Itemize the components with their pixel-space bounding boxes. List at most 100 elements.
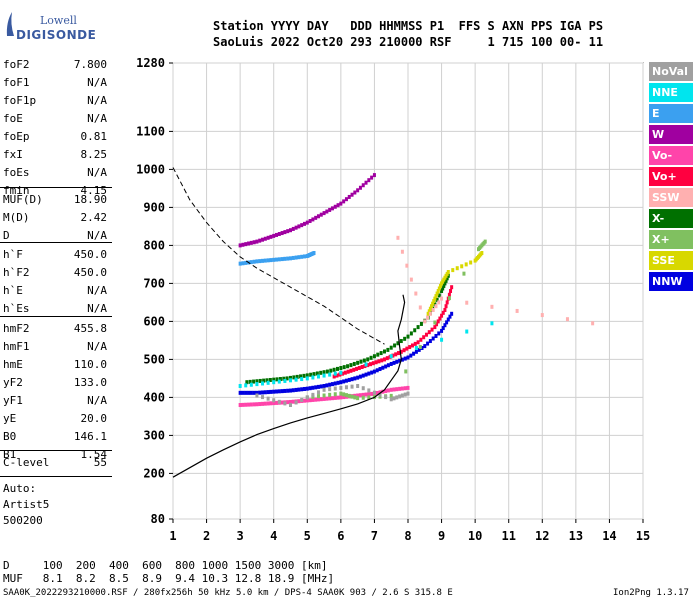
echo-point [437, 331, 441, 336]
x-tick-label: 2 [203, 529, 210, 543]
legend-item-x-: X- [649, 209, 693, 228]
echo-point [431, 308, 435, 312]
echo-point [315, 371, 319, 376]
echo-point [355, 366, 359, 371]
echo-point [297, 399, 301, 404]
parameter-name: foF2 [3, 58, 30, 71]
echo-point [255, 382, 259, 387]
echo-point [380, 358, 384, 363]
echo-point [377, 359, 381, 364]
parameter-row: foF2 7.800 [0, 56, 107, 74]
echo-point [258, 402, 262, 407]
echo-point [297, 224, 301, 229]
echo-point [440, 296, 444, 301]
echo-point [308, 386, 312, 391]
echo-point [465, 300, 469, 305]
trace-ssw [396, 235, 595, 326]
echo-point [241, 402, 245, 407]
echo-point [406, 385, 410, 390]
echo-point [417, 347, 421, 352]
echo-point [286, 229, 290, 234]
echo-point [408, 345, 412, 350]
trace-vo- [332, 285, 454, 379]
echo-point [349, 368, 353, 373]
parameter-name: fxI [3, 148, 23, 161]
echo-point [272, 257, 276, 262]
echo-point [403, 386, 407, 391]
auto-code: 500200 [3, 514, 43, 527]
echo-point [316, 394, 320, 399]
echo-point [247, 390, 251, 395]
echo-point [367, 371, 371, 376]
echo-point [423, 319, 427, 324]
echo-point [289, 378, 292, 383]
echo-point [339, 380, 343, 385]
parameter-name: MUF(D) [3, 193, 43, 206]
echo-point [272, 233, 276, 238]
echo-point [342, 395, 346, 400]
echo-point [333, 395, 337, 400]
echo-point [269, 401, 273, 406]
echo-point [244, 402, 248, 407]
echo-point [280, 257, 284, 262]
echo-point [305, 386, 309, 391]
parameter-name: C-level [3, 456, 50, 469]
echo-point [366, 357, 370, 362]
echo-point [261, 401, 265, 406]
echo-point [490, 304, 494, 309]
echo-point [403, 392, 407, 397]
y-tick-label: 1000 [136, 162, 165, 176]
echo-point [344, 393, 348, 398]
echo-point [282, 376, 286, 381]
echo-point [416, 325, 420, 330]
echo-point [350, 384, 354, 389]
echo-point [266, 396, 270, 401]
echo-point [275, 257, 279, 262]
echo-point [447, 296, 451, 301]
echo-point [328, 387, 332, 392]
x-tick-label: 1 [169, 529, 176, 543]
y-tick-label: 300 [143, 428, 165, 442]
echo-point [248, 379, 252, 384]
echo-point [347, 194, 351, 199]
echo-point [431, 301, 435, 306]
echo-point [265, 378, 269, 383]
echo-point [312, 372, 316, 377]
parameter-row: foF1 N/A [0, 74, 107, 92]
echo-point [402, 348, 406, 353]
x-tick-label: 10 [468, 529, 482, 543]
echo-point [433, 325, 437, 330]
echo-point [300, 397, 304, 402]
echo-point [423, 344, 427, 349]
echo-point [434, 333, 438, 338]
echo-point [258, 378, 262, 383]
echo-point [406, 334, 410, 339]
echo-point [238, 403, 242, 407]
echo-point [357, 365, 361, 370]
echo-point [370, 175, 374, 180]
echo-point [261, 381, 265, 386]
echo-point [367, 388, 371, 393]
echo-point [344, 197, 348, 202]
parameter-value: N/A [87, 94, 107, 107]
y-tick-label: 500 [143, 352, 165, 366]
echo-point [443, 323, 447, 328]
parameter-name: B0 [3, 430, 17, 443]
echo-point [294, 387, 298, 392]
echo-point [416, 340, 420, 345]
echo-point [291, 255, 295, 260]
parameter-value: N/A [87, 394, 107, 407]
echo-point [352, 367, 356, 372]
echo-point [249, 402, 253, 407]
echo-point [356, 396, 360, 401]
echo-point [591, 321, 595, 326]
parameter-name: h`E [3, 284, 23, 297]
echo-point [272, 380, 276, 385]
echo-point [431, 336, 435, 341]
echo-point [451, 268, 455, 273]
echo-point [445, 320, 449, 325]
echo-point [428, 311, 432, 316]
echo-point [272, 398, 276, 403]
echo-point [289, 403, 292, 407]
echo-point [369, 355, 373, 360]
